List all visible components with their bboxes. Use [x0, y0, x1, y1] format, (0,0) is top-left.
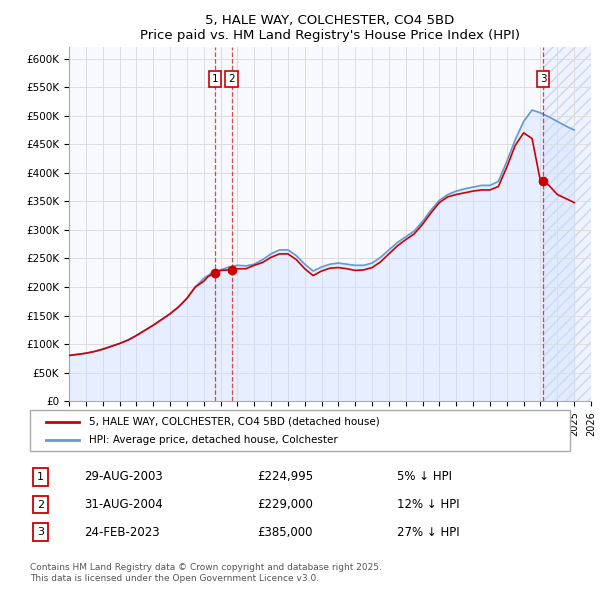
Text: £224,995: £224,995	[257, 470, 313, 483]
Text: Contains HM Land Registry data © Crown copyright and database right 2025.
This d: Contains HM Land Registry data © Crown c…	[30, 563, 382, 583]
Text: 2: 2	[229, 74, 235, 84]
Text: 5, HALE WAY, COLCHESTER, CO4 5BD (detached house): 5, HALE WAY, COLCHESTER, CO4 5BD (detach…	[89, 417, 380, 427]
Text: 1: 1	[212, 74, 218, 84]
Text: 3: 3	[539, 74, 547, 84]
Text: £385,000: £385,000	[257, 526, 312, 539]
Bar	[543, 47, 591, 401]
Text: 29-AUG-2003: 29-AUG-2003	[84, 470, 163, 483]
Text: HPI: Average price, detached house, Colchester: HPI: Average price, detached house, Colc…	[89, 435, 338, 445]
Text: £229,000: £229,000	[257, 498, 313, 511]
Text: 31-AUG-2004: 31-AUG-2004	[84, 498, 163, 511]
Text: 2: 2	[37, 500, 44, 510]
Text: 3: 3	[37, 527, 44, 537]
Text: 27% ↓ HPI: 27% ↓ HPI	[397, 526, 460, 539]
FancyBboxPatch shape	[30, 410, 570, 451]
Text: 24-FEB-2023: 24-FEB-2023	[84, 526, 160, 539]
Text: 1: 1	[37, 472, 44, 481]
Title: 5, HALE WAY, COLCHESTER, CO4 5BD
Price paid vs. HM Land Registry's House Price I: 5, HALE WAY, COLCHESTER, CO4 5BD Price p…	[140, 14, 520, 42]
Text: 12% ↓ HPI: 12% ↓ HPI	[397, 498, 460, 511]
Text: 5% ↓ HPI: 5% ↓ HPI	[397, 470, 452, 483]
